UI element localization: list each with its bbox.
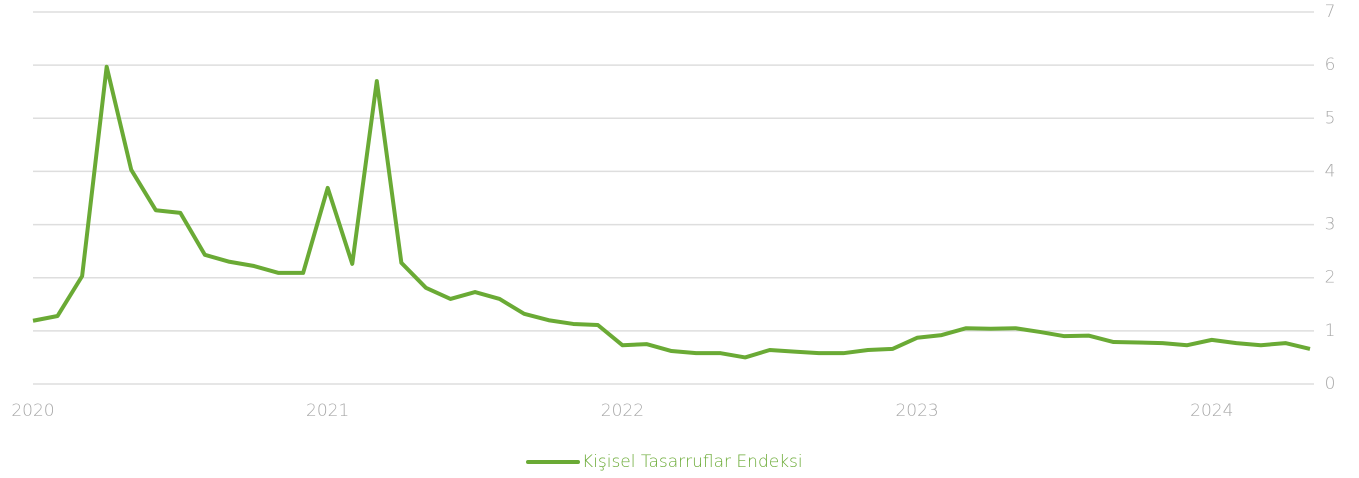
x-tick-label: 2023 [895, 401, 938, 421]
x-tick-label: 2024 [1190, 401, 1233, 421]
y-tick-label: 3 [1325, 215, 1336, 235]
x-tick-label: 2022 [601, 401, 644, 421]
y-tick-label: 0 [1325, 374, 1336, 394]
y-tick-label: 2 [1325, 268, 1336, 288]
y-tick-label: 5 [1325, 108, 1336, 128]
x-tick-label: 2021 [306, 401, 349, 421]
y-tick-label: 6 [1325, 55, 1336, 75]
x-tick-label: 2020 [11, 401, 54, 421]
y-tick-label: 1 [1325, 321, 1336, 341]
y-tick-label: 7 [1325, 2, 1336, 22]
series-line [32, 64, 1311, 360]
y-tick-label: 4 [1325, 161, 1336, 181]
legend-label: Kişisel Tasarruflar Endeksi [582, 452, 803, 472]
